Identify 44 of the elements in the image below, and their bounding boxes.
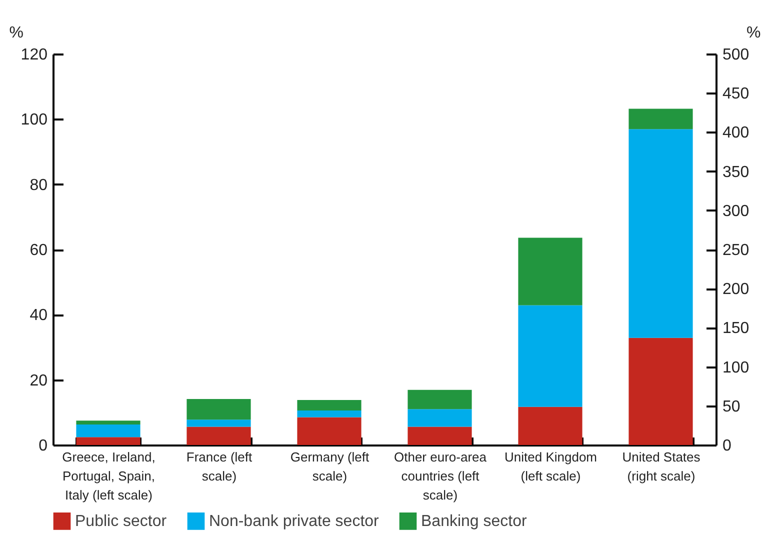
y2-axis-title: % [746, 24, 761, 42]
y2-tick-label: 100 [722, 359, 750, 376]
y2-tick-label: 400 [722, 124, 750, 142]
bar [518, 406, 582, 445]
bar [76, 424, 140, 438]
bar [408, 409, 472, 427]
y2-tick-label: 300 [722, 202, 750, 220]
y2-tick-label: 0 [722, 438, 732, 454]
legend-label: Non-bank private sector [209, 513, 380, 530]
x-tick-label: Other euro-area countries (left scale) [394, 450, 488, 502]
bar [76, 420, 140, 424]
y-tick-label: 0 [38, 438, 48, 454]
x-tick-label: United States (right scale) [622, 450, 701, 484]
x-tick-label: Germany (left scale) [290, 450, 370, 484]
bar [76, 437, 140, 445]
bar [297, 417, 362, 445]
y2-tick-label: 450 [722, 86, 750, 103]
y2-tick-label: 350 [722, 164, 750, 181]
y-tick-label: 20 [30, 372, 48, 390]
bar [186, 399, 251, 420]
y2-tick-label: 500 [722, 46, 750, 64]
bar [408, 390, 472, 410]
bar [518, 305, 582, 407]
y-axis-title: % [9, 24, 24, 42]
y-tick-label: 80 [30, 176, 48, 194]
x-tick-label: United Kingdom (left scale) [504, 450, 597, 484]
y-tick-label: 100 [20, 112, 48, 129]
bar [297, 410, 362, 418]
y2-tick-label: 150 [722, 320, 750, 338]
bar [518, 238, 582, 306]
x-tick-label: France (left scale) [186, 450, 253, 484]
bar [408, 426, 472, 445]
bar [297, 400, 362, 410]
x-tick-label: Greece, Ireland, Portugal, Spain, Italy (left scale) [62, 450, 156, 502]
legend-label: Banking sector [421, 513, 528, 530]
y-tick-label: 60 [30, 242, 48, 259]
y2-tick-label: 200 [722, 281, 750, 298]
y-tick-label: 40 [30, 307, 48, 324]
legend-label: Public sector [75, 513, 168, 530]
y2-tick-label: 50 [722, 398, 740, 416]
y-tick-label: 120 [20, 46, 48, 64]
y2-tick-label: 250 [722, 242, 750, 259]
bar [186, 420, 251, 427]
bar [186, 426, 251, 445]
